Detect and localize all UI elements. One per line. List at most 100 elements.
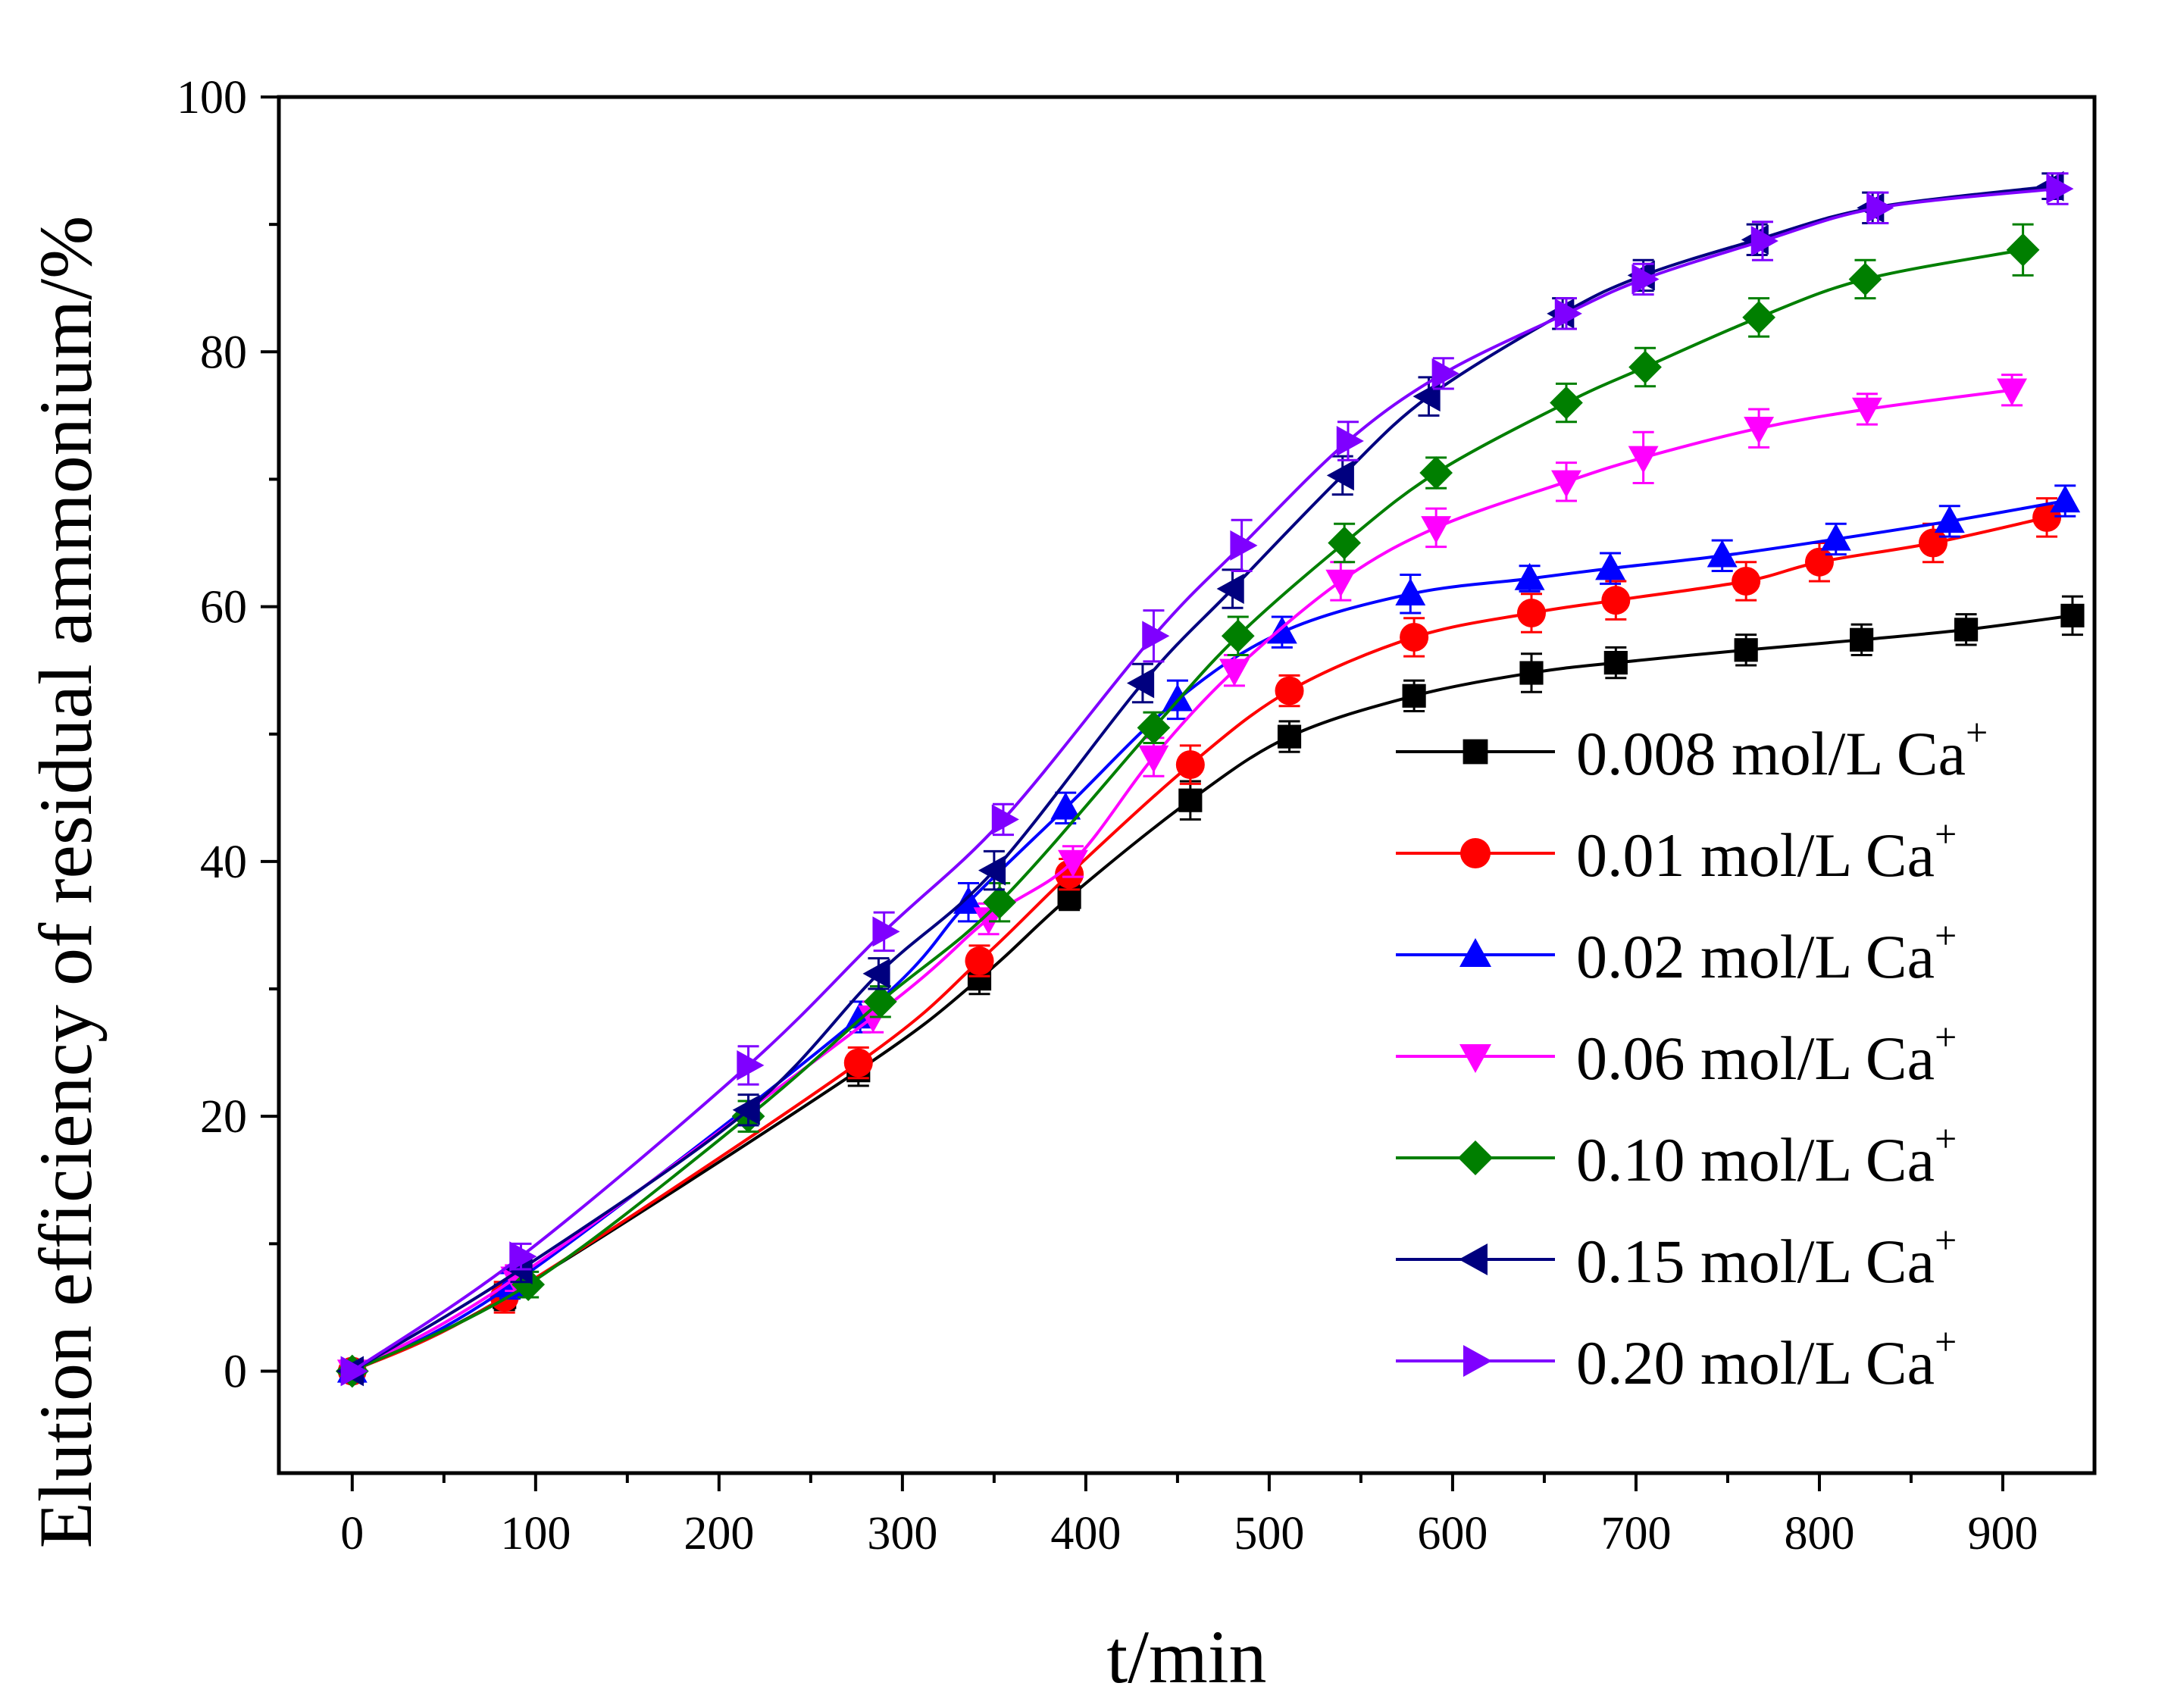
legend-entry: 0.02 mol/L Ca+ (1396, 915, 1957, 991)
data-point (1459, 938, 1491, 967)
x-tick-label: 400 (1050, 1508, 1121, 1559)
data-point (1595, 552, 1626, 580)
y-tick-label: 100 (177, 72, 247, 124)
data-point (953, 886, 984, 914)
data-point (1997, 378, 2028, 406)
data-point (1057, 849, 1088, 877)
legend: 0.008 mol/L Ca+0.01 mol/L Ca+0.02 mol/L … (1396, 712, 1988, 1397)
data-point (509, 1241, 537, 1272)
data-point (732, 1094, 760, 1125)
legend-label: 0.10 mol/L Ca+ (1576, 1118, 1957, 1194)
data-point (2006, 233, 2040, 267)
data-point (1277, 724, 1302, 749)
x-tick-label: 600 (1417, 1508, 1488, 1559)
data-point (2060, 603, 2085, 627)
data-point (1142, 621, 1170, 652)
data-point (1336, 426, 1364, 456)
data-point (862, 958, 890, 989)
data-point (2050, 485, 2081, 513)
data-point (1325, 569, 1356, 597)
data-point (1820, 523, 1851, 551)
y-tick-label: 40 (200, 837, 247, 888)
data-point (2046, 174, 2074, 205)
data-point (1732, 566, 1761, 596)
data-point (1459, 1044, 1491, 1073)
data-point (1554, 298, 1582, 329)
data-point (1162, 684, 1193, 712)
data-point (1458, 1140, 1493, 1175)
legend-label-superscript: + (1935, 1118, 1957, 1161)
legend-label-text: 0.15 mol/L Ca (1576, 1227, 1935, 1296)
y-tick-label: 60 (200, 582, 247, 633)
legend-entry: 0.15 mol/L Ca+ (1396, 1219, 1957, 1296)
data-point (1631, 264, 1660, 295)
data-point (1744, 416, 1775, 445)
y-axis-title: Elution efficiency of residual ammonium/… (23, 216, 108, 1549)
data-point (1750, 226, 1779, 256)
data-point (1519, 661, 1544, 685)
data-point (1734, 638, 1758, 662)
data-point (1707, 540, 1738, 568)
series-layer (335, 170, 2085, 1388)
data-point (843, 1048, 873, 1078)
x-tick-label: 800 (1784, 1508, 1854, 1559)
legend-label-text: 0.10 mol/L Ca (1576, 1125, 1935, 1194)
legend-label-text: 0.01 mol/L Ca (1576, 821, 1935, 890)
data-point (1402, 684, 1426, 708)
data-point (1419, 456, 1453, 490)
data-point (1400, 622, 1429, 652)
x-tick-label: 300 (867, 1508, 937, 1559)
data-point (1934, 505, 1965, 533)
data-point (1275, 676, 1304, 705)
data-point (1850, 627, 1874, 652)
data-point (1954, 618, 1979, 642)
data-point (983, 885, 1016, 919)
x-axis-title: t/min (1106, 1615, 1266, 1699)
data-point (1919, 528, 1948, 558)
legend-entry: 0.10 mol/L Ca+ (1396, 1118, 1957, 1194)
data-point (1421, 516, 1452, 544)
legend-label-text: 0.06 mol/L Ca (1576, 1024, 1935, 1093)
data-point (1551, 470, 1581, 498)
data-point (1395, 577, 1426, 605)
x-tick-label: 200 (684, 1508, 754, 1559)
data-point (1742, 301, 1775, 334)
x-tick-label: 0 (340, 1508, 364, 1559)
legend-label: 0.02 mol/L Ca+ (1576, 915, 1957, 991)
data-point (1050, 792, 1081, 820)
data-point (1628, 446, 1659, 474)
y-tick-label: 80 (200, 327, 247, 378)
data-point (1175, 750, 1205, 780)
data-point (872, 916, 900, 947)
data-point (1230, 530, 1258, 561)
data-point (1514, 562, 1545, 590)
data-point (1804, 547, 1834, 577)
data-point (1848, 262, 1882, 296)
x-tick-label: 700 (1600, 1508, 1671, 1559)
data-point (863, 985, 897, 1018)
data-point (1866, 192, 1894, 224)
legend-entry: 0.20 mol/L Ca+ (1396, 1321, 1957, 1397)
axes-layer: 0 100 200 300 400 500 600 700 800 900 0 20 40 60 80 100 (177, 72, 2038, 1559)
data-point (1138, 745, 1169, 773)
data-point (1221, 619, 1255, 653)
y-tick-label: 0 (224, 1346, 247, 1397)
x-tick-label: 500 (1234, 1508, 1304, 1559)
plot-frame (277, 95, 2097, 1475)
data-point (1459, 1243, 1488, 1275)
legend-label-superscript: + (1935, 1219, 1957, 1262)
legend-label-text: 0.20 mol/L Ca (1576, 1328, 1935, 1397)
data-point (1326, 460, 1354, 491)
data-point (1266, 616, 1297, 644)
data-point (1137, 711, 1171, 745)
legend-entry: 0.06 mol/L Ca+ (1396, 1016, 1957, 1093)
data-point (1463, 1345, 1492, 1377)
data-point (1178, 788, 1203, 812)
data-point (1460, 838, 1491, 868)
legend-label: 0.06 mol/L Ca+ (1576, 1016, 1957, 1093)
x-tick-label: 100 (500, 1508, 571, 1559)
legend-entry: 0.008 mol/L Ca+ (1396, 712, 1988, 788)
legend-entry: 0.01 mol/L Ca+ (1396, 813, 1957, 890)
legend-label-text: 0.02 mol/L Ca (1576, 922, 1935, 991)
legend-label-superscript: + (1935, 915, 1957, 958)
